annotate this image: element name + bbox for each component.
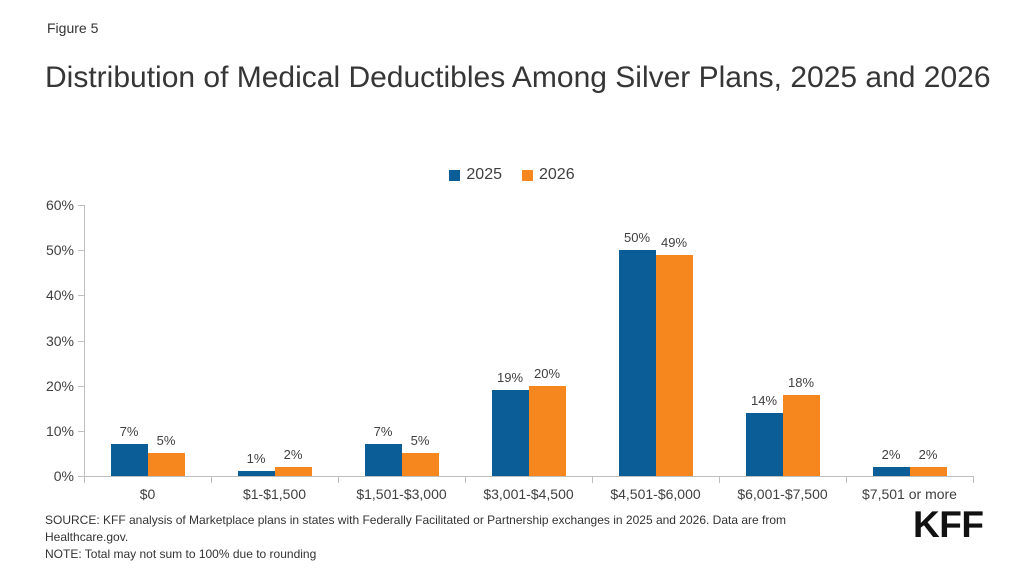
y-tick-label: 0% bbox=[53, 468, 74, 484]
bar-2026 bbox=[528, 385, 566, 476]
x-category-label: $1-$1,500 bbox=[242, 486, 307, 502]
note-text: NOTE: Total may not sum to 100% due to r… bbox=[45, 547, 317, 561]
bar-2025 bbox=[364, 444, 402, 476]
bar-value-label: 5% bbox=[410, 433, 430, 449]
legend-swatch-2025-icon bbox=[449, 169, 461, 181]
bar-2025 bbox=[491, 390, 529, 476]
x-category-label: $4,501-$6,000 bbox=[610, 486, 701, 502]
bar-2025 bbox=[872, 466, 910, 476]
y-axis-line bbox=[84, 205, 85, 476]
bar-2025 bbox=[745, 412, 783, 476]
x-tick bbox=[973, 476, 974, 483]
bar-value-label: 50% bbox=[623, 230, 651, 246]
x-tick bbox=[211, 476, 212, 483]
bar-value-label: 2% bbox=[283, 446, 303, 462]
bar-2026 bbox=[655, 254, 693, 476]
kff-logo: KFF bbox=[913, 504, 984, 545]
bar-2026 bbox=[401, 453, 439, 476]
y-tick bbox=[78, 340, 84, 342]
y-tick bbox=[78, 205, 84, 206]
y-tick-label: 60% bbox=[45, 197, 74, 213]
x-category-label: $1,501-$3,000 bbox=[356, 486, 447, 502]
y-tick bbox=[78, 250, 84, 252]
legend-swatch-2026-icon bbox=[522, 169, 533, 181]
y-tick bbox=[78, 295, 84, 297]
bar-2025 bbox=[237, 471, 275, 476]
y-tick-label: 50% bbox=[45, 242, 74, 259]
y-tick bbox=[78, 430, 84, 432]
bar-value-label: 5% bbox=[156, 433, 176, 449]
x-category-label: $3,001-$4,500 bbox=[483, 486, 574, 502]
x-tick bbox=[338, 476, 339, 483]
bar-value-label: 14% bbox=[750, 392, 778, 408]
y-tick-label: 20% bbox=[45, 377, 74, 394]
bar-2026 bbox=[909, 466, 947, 476]
bar-value-label: 2% bbox=[918, 446, 938, 462]
bar-value-label: 19% bbox=[496, 370, 524, 386]
legend-item-2025: 2025 bbox=[449, 166, 502, 184]
y-tick bbox=[78, 476, 84, 477]
source-text: SOURCE: KFF analysis of Marketplace plan… bbox=[45, 513, 787, 544]
y-tick-label: 40% bbox=[45, 287, 74, 304]
x-tick bbox=[84, 476, 85, 483]
x-category-label: $0 bbox=[139, 486, 156, 502]
x-tick bbox=[465, 476, 466, 483]
bar-value-label: 2% bbox=[881, 446, 901, 462]
bar-2025 bbox=[618, 250, 656, 476]
page-title: Distribution of Medical Deductibles Amon… bbox=[45, 61, 991, 94]
bar-2025 bbox=[110, 444, 148, 476]
bar-value-label: 1% bbox=[246, 451, 266, 467]
bar-2026 bbox=[147, 453, 185, 476]
y-tick-label: 30% bbox=[45, 332, 74, 349]
legend-label-2026: 2026 bbox=[539, 166, 575, 183]
figure-label: Figure 5 bbox=[47, 20, 99, 36]
x-tick bbox=[592, 476, 593, 483]
bar-2026 bbox=[782, 394, 820, 476]
bar-value-label: 7% bbox=[373, 424, 393, 440]
x-tick bbox=[719, 476, 720, 483]
y-tick bbox=[78, 385, 84, 387]
legend-label-2025: 2025 bbox=[466, 166, 502, 183]
x-tick bbox=[846, 476, 847, 483]
bar-value-label: 20% bbox=[533, 365, 561, 381]
bar-value-label: 18% bbox=[787, 374, 815, 390]
x-category-label: $7,501 or more bbox=[862, 486, 957, 502]
chart-legend: 2025 2026 bbox=[0, 166, 1024, 184]
bar-value-label: 49% bbox=[660, 234, 688, 250]
legend-item-2026: 2026 bbox=[522, 166, 575, 184]
bar-2026 bbox=[274, 466, 312, 476]
x-category-label: $6,001-$7,500 bbox=[737, 486, 828, 502]
x-axis-line bbox=[84, 476, 974, 477]
bar-value-label: 7% bbox=[119, 424, 139, 440]
y-tick-label: 10% bbox=[45, 422, 74, 439]
